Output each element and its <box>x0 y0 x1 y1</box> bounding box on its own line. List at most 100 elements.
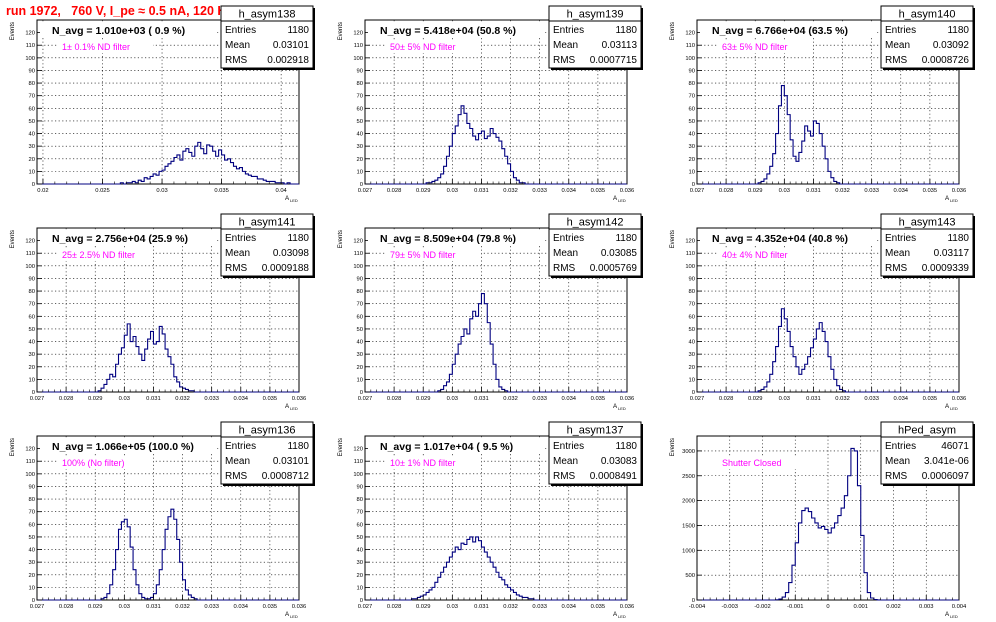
y-tick-label: 80 <box>357 81 363 87</box>
stats-value: 1180 <box>615 25 637 36</box>
stats-box-shadow <box>973 8 975 70</box>
x-tick-label: 0.027 <box>358 396 373 402</box>
y-tick-label: 10 <box>689 377 695 383</box>
y-tick-label: 90 <box>357 484 363 490</box>
x-tick-label: 0.035 <box>591 188 606 194</box>
y-tick-label: 30 <box>357 560 363 566</box>
navg-label: N_avg = 1.066e+05 (100.0 %) <box>52 441 194 453</box>
y-tick-label: 70 <box>689 302 695 308</box>
histogram-name: h_asym137 <box>567 425 624 437</box>
y-tick-label: 10 <box>689 169 695 175</box>
y-tick-label: 120 <box>25 31 35 37</box>
stats-label: RMS <box>553 471 576 482</box>
stats-label: Mean <box>225 248 250 259</box>
y-tick-label: 0 <box>32 390 35 396</box>
y-tick-label: 120 <box>25 447 35 453</box>
histogram-panel: 0.02 0.025 0.03 0.035 0.04 0 10 20 30 40 50 60 70 80 9… <box>10 5 315 203</box>
x-axis-label-subscript: LED <box>618 198 626 203</box>
y-axis-label: Events <box>10 22 16 40</box>
y-tick-label: 110 <box>354 251 363 257</box>
filter-note: 25± 2.5% ND filter <box>62 250 135 260</box>
navg-label: N_avg = 8.509e+04 (79.8 %) <box>380 233 516 245</box>
x-tick-label: 0.029 <box>416 396 431 402</box>
x-tick-label: 0.034 <box>562 396 577 402</box>
y-tick-label: 30 <box>29 560 35 566</box>
stats-value: 0.03092 <box>933 40 970 51</box>
y-tick-label: 0 <box>32 182 35 188</box>
stats-label: RMS <box>225 263 248 274</box>
histogram-panel: 0.027 0.028 0.029 0.03 0.031 0.032 0.033 0.034 0… <box>670 213 975 411</box>
y-tick-label: 50 <box>357 535 363 541</box>
stats-label: RMS <box>553 263 576 274</box>
x-tick-label: 0.028 <box>59 396 74 402</box>
x-tick-label: 0.036 <box>952 188 967 194</box>
x-tick-label: 0.036 <box>620 396 635 402</box>
y-axis-label: Events <box>670 230 676 248</box>
navg-label: N_avg = 1.010e+03 ( 0.9 %) <box>52 25 185 37</box>
stats-box-shadow <box>313 424 315 486</box>
y-tick-label: 20 <box>357 573 363 579</box>
y-tick-label: 70 <box>29 302 35 308</box>
x-tick-label: 0.033 <box>864 396 879 402</box>
x-tick-label: 0.029 <box>88 396 103 402</box>
x-tick-label: 0.025 <box>95 188 110 194</box>
x-tick-label: 0.034 <box>562 188 577 194</box>
stats-value: 0.03117 <box>934 248 970 259</box>
stats-value: 1180 <box>615 233 637 244</box>
x-axis-label: A <box>285 611 290 618</box>
histogram-name: h_asym140 <box>899 9 956 21</box>
y-tick-label: 500 <box>685 573 695 579</box>
y-axis-label: Events <box>338 230 344 248</box>
stats-label: Entries <box>225 441 256 452</box>
y-tick-label: 110 <box>354 43 363 49</box>
x-axis-label-subscript: LED <box>618 614 626 619</box>
histogram-panel: 0.027 0.028 0.029 0.03 0.031 0.032 0.033 0.034 0… <box>670 5 975 203</box>
x-tick-label: 0.033 <box>532 604 547 610</box>
y-tick-label: 0 <box>32 598 35 604</box>
stats-label: Mean <box>885 248 910 259</box>
x-axis-label: A <box>285 403 290 410</box>
y-tick-label: 110 <box>26 43 35 49</box>
x-tick-label: 0.034 <box>562 604 577 610</box>
stats-label: RMS <box>885 55 908 66</box>
x-tick-label: 0.031 <box>474 396 489 402</box>
x-axis-label: A <box>945 611 950 618</box>
x-tick-label: 0.02 <box>37 188 48 194</box>
x-tick-label: 0.033 <box>532 396 547 402</box>
x-tick-label: 0.035 <box>591 604 606 610</box>
x-tick-label: -0.004 <box>689 604 706 610</box>
x-tick-label: 0.033 <box>532 188 547 194</box>
stats-label: Entries <box>553 441 584 452</box>
y-tick-label: 110 <box>354 459 363 465</box>
histogram-panel: 0.027 0.028 0.029 0.03 0.031 0.032 0.033 0.034 0… <box>10 213 315 411</box>
histogram-name: h_asym142 <box>567 217 624 229</box>
y-tick-label: 20 <box>29 365 35 371</box>
y-tick-label: 50 <box>357 119 363 125</box>
stats-box-shadow <box>223 68 315 70</box>
note-background <box>57 248 153 261</box>
filter-note: 50± 5% ND filter <box>390 42 455 52</box>
stats-label: Mean <box>225 40 250 51</box>
x-tick-label: 0.032 <box>503 396 518 402</box>
x-tick-label: 0.003 <box>919 604 934 610</box>
stats-box-shadow <box>551 276 643 278</box>
stats-value: 3.041e-06 <box>924 456 969 467</box>
x-tick-label: 0.036 <box>952 396 967 402</box>
y-tick-label: 90 <box>689 276 695 282</box>
y-tick-label: 90 <box>689 68 695 74</box>
x-tick-label: 0.027 <box>30 396 45 402</box>
histogram-name: hPed_asym <box>898 425 956 437</box>
stats-box-shadow <box>223 484 315 486</box>
y-tick-label: 20 <box>29 157 35 163</box>
x-tick-label: 0.031 <box>474 604 489 610</box>
navg-label: N_avg = 5.418e+04 (50.8 %) <box>380 25 516 37</box>
navg-label: N_avg = 4.352e+04 (40.8 %) <box>712 233 848 245</box>
y-tick-label: 70 <box>29 510 35 516</box>
filter-note: 79± 5% ND filter <box>390 250 455 260</box>
stats-value: 0.03083 <box>601 456 638 467</box>
y-tick-label: 90 <box>29 68 35 74</box>
x-tick-label: 0.032 <box>175 604 190 610</box>
y-tick-label: 50 <box>689 327 695 333</box>
x-axis-label-subscript: LED <box>950 614 958 619</box>
y-tick-label: 80 <box>357 497 363 503</box>
